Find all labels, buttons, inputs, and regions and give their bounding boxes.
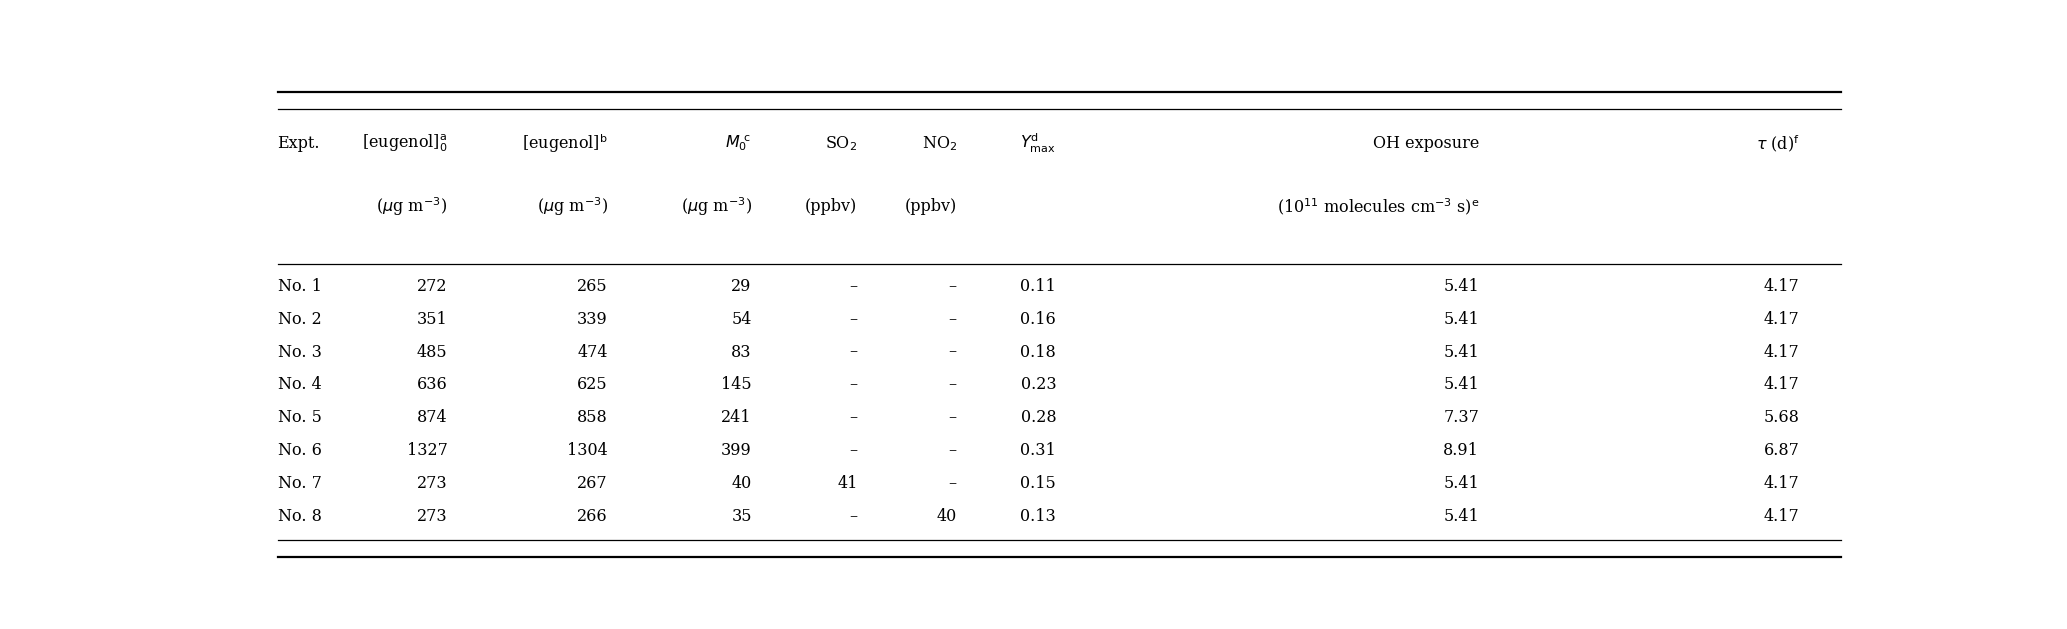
Text: 0.16: 0.16 — [1021, 311, 1056, 328]
Text: 272: 272 — [418, 277, 446, 294]
Text: 4.17: 4.17 — [1763, 277, 1800, 294]
Text: No. 1: No. 1 — [277, 277, 322, 294]
Text: 35: 35 — [732, 508, 752, 525]
Text: No. 2: No. 2 — [277, 311, 320, 328]
Text: 273: 273 — [418, 476, 446, 493]
Text: 4.17: 4.17 — [1763, 508, 1800, 525]
Text: No. 4: No. 4 — [277, 377, 320, 394]
Text: No. 8: No. 8 — [277, 508, 322, 525]
Text: SO$_2$: SO$_2$ — [825, 134, 858, 153]
Text: (ppbv): (ppbv) — [806, 198, 858, 214]
Text: –: – — [949, 409, 957, 426]
Text: 273: 273 — [418, 508, 446, 525]
Text: 351: 351 — [418, 311, 446, 328]
Text: –: – — [850, 409, 858, 426]
Text: –: – — [949, 377, 957, 394]
Text: 54: 54 — [732, 311, 752, 328]
Text: –: – — [850, 343, 858, 360]
Text: 0.13: 0.13 — [1021, 508, 1056, 525]
Text: 29: 29 — [732, 277, 752, 294]
Text: 0.15: 0.15 — [1021, 476, 1056, 493]
Text: 145: 145 — [721, 377, 752, 394]
Text: 5.41: 5.41 — [1443, 311, 1480, 328]
Text: $M_0\!^{\rm c}$: $M_0\!^{\rm c}$ — [726, 133, 752, 153]
Text: 267: 267 — [577, 476, 608, 493]
Text: 0.11: 0.11 — [1021, 277, 1056, 294]
Text: 41: 41 — [837, 476, 858, 493]
Text: 858: 858 — [577, 409, 608, 426]
Text: ($\mu$g m$^{-3}$): ($\mu$g m$^{-3}$) — [537, 195, 608, 218]
Text: 5.68: 5.68 — [1763, 409, 1800, 426]
Text: 0.18: 0.18 — [1021, 343, 1056, 360]
Text: 874: 874 — [418, 409, 446, 426]
Text: 5.41: 5.41 — [1443, 343, 1480, 360]
Text: 4.17: 4.17 — [1763, 476, 1800, 493]
Text: –: – — [949, 442, 957, 459]
Text: –: – — [949, 476, 957, 493]
Text: 4.17: 4.17 — [1763, 343, 1800, 360]
Text: –: – — [850, 508, 858, 525]
Text: ($\mu$g m$^{-3}$): ($\mu$g m$^{-3}$) — [680, 195, 752, 218]
Text: 0.23: 0.23 — [1021, 377, 1056, 394]
Text: $Y_{\rm max}^{\rm d}$: $Y_{\rm max}^{\rm d}$ — [1021, 131, 1056, 155]
Text: –: – — [850, 277, 858, 294]
Text: –: – — [850, 377, 858, 394]
Text: 485: 485 — [418, 343, 446, 360]
Text: 5.41: 5.41 — [1443, 277, 1480, 294]
Text: OH exposure: OH exposure — [1372, 135, 1480, 152]
Text: Expt.: Expt. — [277, 135, 320, 152]
Text: 636: 636 — [418, 377, 446, 394]
Text: 7.37: 7.37 — [1443, 409, 1480, 426]
Text: NO$_2$: NO$_2$ — [922, 134, 957, 153]
Text: 8.91: 8.91 — [1443, 442, 1480, 459]
Text: –: – — [949, 311, 957, 328]
Text: 83: 83 — [732, 343, 752, 360]
Text: 5.41: 5.41 — [1443, 476, 1480, 493]
Text: [eugenol]$^{\rm b}$: [eugenol]$^{\rm b}$ — [523, 132, 608, 155]
Text: (ppbv): (ppbv) — [905, 198, 957, 214]
Text: –: – — [850, 311, 858, 328]
Text: 0.28: 0.28 — [1021, 409, 1056, 426]
Text: No. 6: No. 6 — [277, 442, 322, 459]
Text: 5.41: 5.41 — [1443, 508, 1480, 525]
Text: 5.41: 5.41 — [1443, 377, 1480, 394]
Text: No. 3: No. 3 — [277, 343, 322, 360]
Text: 4.17: 4.17 — [1763, 311, 1800, 328]
Text: 339: 339 — [577, 311, 608, 328]
Text: 40: 40 — [732, 476, 752, 493]
Text: 241: 241 — [721, 409, 752, 426]
Text: (10$^{11}$ molecules cm$^{-3}$ s)$^{\rm e}$: (10$^{11}$ molecules cm$^{-3}$ s)$^{\rm … — [1277, 196, 1480, 217]
Text: 265: 265 — [577, 277, 608, 294]
Text: –: – — [850, 442, 858, 459]
Text: 40: 40 — [936, 508, 957, 525]
Text: No. 7: No. 7 — [277, 476, 322, 493]
Text: 0.31: 0.31 — [1021, 442, 1056, 459]
Text: –: – — [949, 277, 957, 294]
Text: 1327: 1327 — [407, 442, 446, 459]
Text: 266: 266 — [577, 508, 608, 525]
Text: [eugenol]$_0^{\rm a}$: [eugenol]$_0^{\rm a}$ — [362, 133, 446, 154]
Text: ($\mu$g m$^{-3}$): ($\mu$g m$^{-3}$) — [376, 195, 446, 218]
Text: $\tau$ (d)$^{\rm f}$: $\tau$ (d)$^{\rm f}$ — [1755, 133, 1800, 153]
Text: 474: 474 — [577, 343, 608, 360]
Text: No. 5: No. 5 — [277, 409, 322, 426]
Text: 399: 399 — [721, 442, 752, 459]
Text: 625: 625 — [577, 377, 608, 394]
Text: –: – — [949, 343, 957, 360]
Text: 6.87: 6.87 — [1763, 442, 1800, 459]
Text: 4.17: 4.17 — [1763, 377, 1800, 394]
Text: 1304: 1304 — [566, 442, 608, 459]
